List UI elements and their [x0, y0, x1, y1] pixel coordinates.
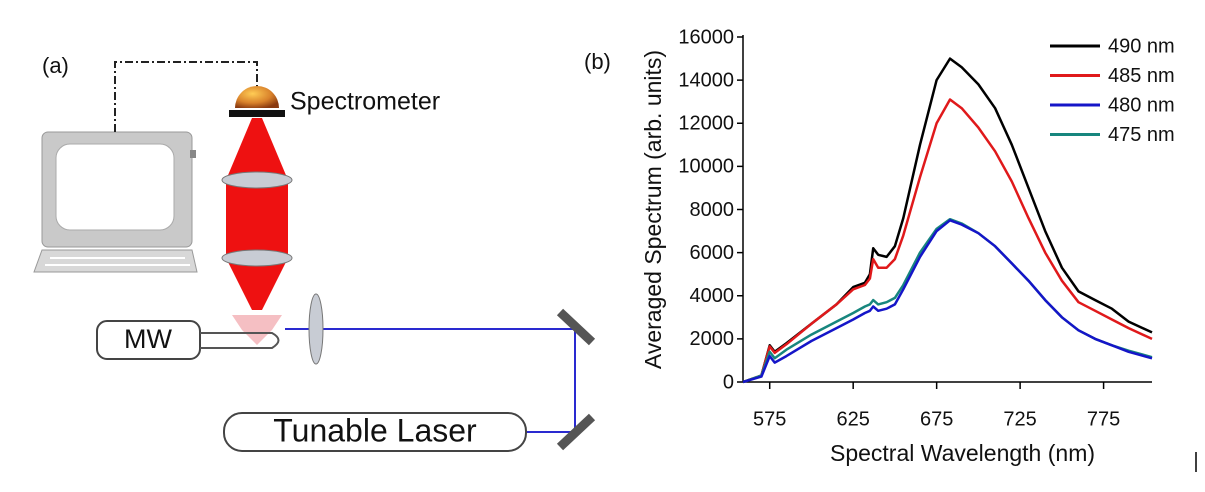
x-tick-label: 625: [836, 408, 869, 430]
x-tick-label: 575: [753, 408, 786, 430]
mirror: [556, 413, 596, 451]
spectrometer-label: Spectrometer: [290, 88, 440, 116]
legend-label: 490 nm: [1108, 35, 1175, 57]
mw-box: [96, 320, 201, 360]
mw-label: MW: [124, 324, 172, 354]
x-axis-label: Spectral Wavelength (nm): [830, 440, 1095, 466]
y-tick-label: 6000: [690, 242, 735, 264]
legend-label: 485 nm: [1108, 65, 1175, 87]
data-cable: [114, 61, 258, 132]
laser-label: Tunable Laser: [273, 412, 477, 448]
y-tick-label: 14000: [678, 69, 734, 91]
lens: [308, 293, 324, 365]
y-axis-label: Averaged Spectrum (arb. units): [640, 50, 666, 369]
y-tick-label: 0: [723, 371, 734, 393]
legend-label: 475 nm: [1108, 124, 1175, 146]
panel-label: (a): [42, 53, 69, 78]
diamond: [232, 315, 282, 345]
x-tick-label: 725: [1003, 408, 1036, 430]
laser-box: [223, 412, 527, 452]
y-tick-label: 8000: [690, 199, 735, 221]
computer: [33, 131, 198, 273]
spectrometer-base: [229, 110, 285, 117]
panel-label: (b): [584, 49, 611, 74]
series-line: [742, 219, 1153, 384]
blue-beam: [525, 329, 576, 433]
x-tick-label: 775: [1087, 408, 1120, 430]
y-tick-label: 12000: [678, 113, 734, 135]
lens: [221, 171, 293, 189]
series-line: [742, 217, 1153, 384]
series-line: [742, 98, 1153, 384]
y-tick-label: 4000: [690, 285, 735, 307]
y-tick-label: 2000: [690, 328, 735, 350]
mirror: [556, 308, 596, 346]
y-tick-label: 16000: [678, 26, 734, 48]
lens: [221, 249, 293, 267]
spectrometer-head: [235, 86, 279, 108]
x-tick-label: 675: [920, 408, 953, 430]
mw-wire: [200, 332, 280, 349]
legend-label: 480 nm: [1108, 94, 1175, 116]
red-beam: [226, 118, 288, 310]
y-tick-label: 10000: [678, 156, 734, 178]
